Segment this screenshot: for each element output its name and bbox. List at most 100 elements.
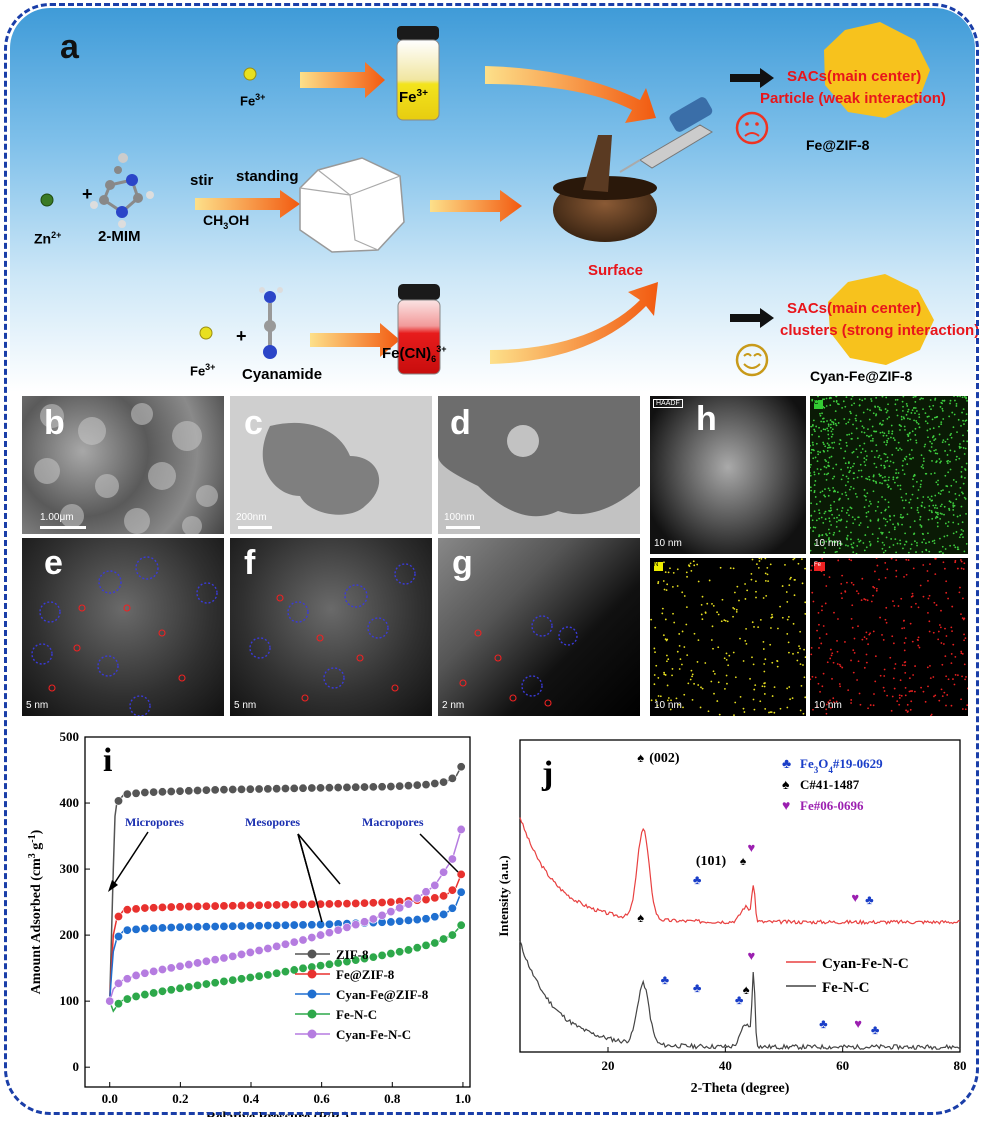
map-dot [931, 517, 934, 520]
map-dot [944, 522, 947, 525]
map-dot [946, 485, 949, 488]
map-dot [823, 494, 826, 497]
map-dot [882, 419, 885, 422]
peak-label-002: (002) [649, 751, 680, 766]
map-dot [822, 441, 825, 444]
map-dot [801, 582, 804, 585]
map-dot [744, 639, 747, 642]
map-dot [852, 450, 855, 453]
data-point [245, 900, 255, 910]
map-dot [930, 495, 933, 498]
map-dot [813, 428, 816, 431]
map-dot [771, 695, 774, 697]
map-dot [825, 703, 828, 706]
map-dot [931, 540, 934, 543]
map-dot [755, 580, 757, 583]
map-dot [871, 425, 874, 428]
map-dot [947, 597, 949, 600]
x-tick-label: 20 [602, 1058, 615, 1073]
data-point [421, 914, 431, 924]
map-dot [848, 471, 851, 474]
map-dot [752, 663, 755, 666]
map-dot [766, 573, 769, 576]
data-point [368, 952, 378, 962]
happy-face-icon [735, 343, 769, 377]
data-point [166, 902, 176, 912]
map-dot [947, 678, 950, 681]
map-dot [960, 528, 963, 531]
map-dot [853, 462, 855, 465]
map-dot [924, 420, 927, 423]
map-dot [865, 637, 868, 640]
map-dot [859, 522, 862, 524]
map-dot [712, 647, 714, 650]
map-dot [781, 616, 784, 619]
map-dot [946, 438, 949, 441]
map-dot [829, 706, 832, 709]
map-dot [902, 619, 905, 622]
map-dot [916, 410, 918, 412]
map-dot [788, 686, 791, 688]
map-dot [655, 699, 657, 702]
map-dot [911, 493, 914, 496]
map-dot [811, 519, 814, 522]
map-dot [883, 668, 886, 671]
map-dot [819, 690, 821, 693]
map-dot [876, 540, 879, 543]
data-point [377, 950, 387, 960]
result-arrow-icon [730, 308, 774, 328]
map-dot [855, 414, 858, 417]
map-dot [818, 647, 820, 649]
map-dot [934, 694, 937, 697]
map-dot [964, 469, 967, 471]
data-point [307, 920, 317, 930]
map-dot [844, 484, 847, 487]
map-dot [832, 533, 835, 536]
map-dot [892, 476, 895, 479]
map-dot [882, 639, 885, 641]
haadf-map-h: HAADF h 10 nm [650, 396, 806, 554]
map-dot [891, 453, 894, 456]
data-point [254, 921, 264, 931]
map-dot [821, 490, 824, 493]
map-dot [691, 675, 693, 678]
map-dot [938, 433, 941, 436]
map-dot [810, 646, 813, 649]
map-dot [750, 572, 753, 575]
map-dot [819, 468, 822, 471]
map-dot [900, 448, 903, 451]
map-dot [956, 431, 958, 434]
particle-icon [824, 22, 930, 118]
map-dot [814, 676, 817, 679]
map-dot [683, 646, 686, 648]
map-dot [792, 622, 795, 625]
map-dot [949, 434, 952, 437]
map-dot [847, 509, 849, 512]
map-dot [822, 398, 824, 401]
map-dot [746, 589, 749, 592]
map-dot [964, 678, 966, 681]
map-dot [963, 453, 966, 455]
map-dot [909, 498, 912, 501]
map-dot [733, 591, 736, 594]
map-dot [845, 537, 848, 540]
data-point [219, 901, 229, 911]
map-dot [825, 633, 828, 635]
data-point [237, 921, 247, 931]
map-dot [689, 562, 692, 565]
map-dot [941, 441, 944, 444]
map-dot [956, 515, 959, 518]
map-dot [825, 585, 828, 587]
map-dot [826, 473, 828, 476]
map-dot [667, 658, 670, 661]
data-point [175, 786, 185, 796]
map-dot [880, 464, 883, 467]
map-dot [941, 402, 943, 405]
data-point [114, 912, 124, 922]
annotation-macropores: Macropores [362, 815, 424, 829]
map-dot [836, 639, 838, 642]
map-dot [835, 399, 838, 402]
map-dot [916, 509, 919, 512]
map-dot [945, 591, 948, 594]
map-dot [745, 627, 747, 630]
